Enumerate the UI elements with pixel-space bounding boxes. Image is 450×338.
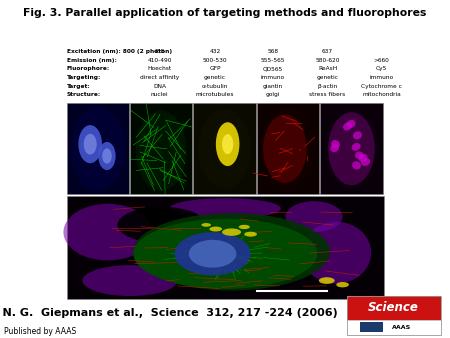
- Text: Published by AAAS: Published by AAAS: [4, 328, 77, 336]
- Text: Targeting:: Targeting:: [67, 75, 101, 80]
- Bar: [346, 296, 441, 320]
- Ellipse shape: [302, 222, 371, 284]
- Text: AAAS: AAAS: [392, 325, 411, 330]
- Ellipse shape: [98, 142, 116, 170]
- Ellipse shape: [244, 232, 257, 237]
- Ellipse shape: [189, 240, 236, 268]
- Text: genetic: genetic: [204, 75, 226, 80]
- Text: direct affinity: direct affinity: [140, 75, 180, 80]
- Text: 432: 432: [209, 49, 220, 54]
- Text: 637: 637: [322, 49, 333, 54]
- Text: 500-530: 500-530: [203, 58, 227, 63]
- Ellipse shape: [343, 122, 352, 130]
- Text: 580-620: 580-620: [315, 58, 340, 63]
- Ellipse shape: [324, 107, 379, 191]
- Bar: [320, 103, 382, 194]
- Ellipse shape: [117, 207, 206, 243]
- Text: Excitation (nm): 800 (2 photon): Excitation (nm): 800 (2 photon): [67, 49, 172, 54]
- Text: nuclei: nuclei: [151, 93, 169, 97]
- Text: Cytochrome c: Cytochrome c: [361, 84, 402, 89]
- Text: 410-490: 410-490: [148, 58, 172, 63]
- Ellipse shape: [261, 107, 315, 191]
- Ellipse shape: [102, 148, 112, 164]
- Ellipse shape: [175, 232, 251, 275]
- Ellipse shape: [222, 134, 233, 154]
- Ellipse shape: [352, 161, 361, 169]
- Text: Hoechst: Hoechst: [148, 66, 172, 71]
- Bar: [67, 103, 129, 194]
- Ellipse shape: [351, 143, 360, 151]
- Bar: [346, 320, 441, 335]
- Ellipse shape: [361, 158, 370, 166]
- Ellipse shape: [198, 108, 251, 189]
- Ellipse shape: [63, 204, 152, 261]
- Ellipse shape: [238, 225, 250, 229]
- Text: QD565: QD565: [263, 66, 283, 71]
- Text: B. N. G.  Giepmans et al.,  Science  312, 217 -224 (2006): B. N. G. Giepmans et al., Science 312, 2…: [0, 308, 338, 318]
- Text: Science: Science: [368, 301, 419, 314]
- Bar: [67, 196, 384, 299]
- Text: ReAsH: ReAsH: [318, 66, 337, 71]
- Text: Fig. 3. Parallel application of targeting methods and fluorophores: Fig. 3. Parallel application of targetin…: [23, 8, 427, 19]
- Ellipse shape: [78, 125, 102, 163]
- Text: 568: 568: [267, 49, 278, 54]
- Ellipse shape: [216, 122, 239, 166]
- Text: Emission (nm):: Emission (nm):: [67, 58, 117, 63]
- Text: Target:: Target:: [67, 84, 90, 89]
- Text: giantin: giantin: [263, 84, 283, 89]
- Ellipse shape: [222, 228, 241, 236]
- Text: >660: >660: [374, 58, 390, 63]
- Text: α-tubulin: α-tubulin: [202, 84, 228, 89]
- Text: 555-565: 555-565: [261, 58, 285, 63]
- Text: Fluorophore:: Fluorophore:: [67, 66, 110, 71]
- Ellipse shape: [135, 111, 187, 191]
- Ellipse shape: [328, 112, 375, 185]
- Ellipse shape: [330, 144, 339, 152]
- Ellipse shape: [209, 226, 222, 232]
- Text: immuno: immuno: [261, 75, 285, 80]
- Ellipse shape: [82, 265, 178, 296]
- Ellipse shape: [133, 213, 330, 290]
- Text: GFP: GFP: [209, 66, 221, 71]
- Ellipse shape: [319, 277, 335, 284]
- Text: 488: 488: [154, 49, 166, 54]
- Ellipse shape: [355, 151, 364, 160]
- Ellipse shape: [336, 282, 349, 287]
- Ellipse shape: [359, 154, 368, 162]
- Ellipse shape: [331, 140, 340, 148]
- Ellipse shape: [285, 201, 342, 232]
- Text: mitochondria: mitochondria: [362, 93, 401, 97]
- Bar: [130, 103, 192, 194]
- Bar: [257, 103, 319, 194]
- Text: β-actin: β-actin: [317, 84, 338, 89]
- Text: immuno: immuno: [369, 75, 394, 80]
- Ellipse shape: [346, 120, 356, 128]
- Text: microtubules: microtubules: [196, 93, 234, 97]
- Ellipse shape: [263, 115, 306, 183]
- Text: Cy5: Cy5: [376, 66, 387, 71]
- Ellipse shape: [70, 107, 125, 191]
- Bar: [194, 103, 256, 194]
- Text: DNA: DNA: [153, 84, 166, 89]
- Ellipse shape: [133, 219, 317, 289]
- Ellipse shape: [84, 134, 97, 154]
- Text: stress fibers: stress fibers: [310, 93, 346, 97]
- Text: golgi: golgi: [266, 93, 280, 97]
- Ellipse shape: [353, 131, 362, 139]
- Ellipse shape: [202, 223, 211, 227]
- Bar: [360, 322, 383, 332]
- Ellipse shape: [170, 198, 281, 219]
- Bar: [346, 296, 441, 335]
- Text: Structure:: Structure:: [67, 93, 101, 97]
- Text: genetic: genetic: [317, 75, 338, 80]
